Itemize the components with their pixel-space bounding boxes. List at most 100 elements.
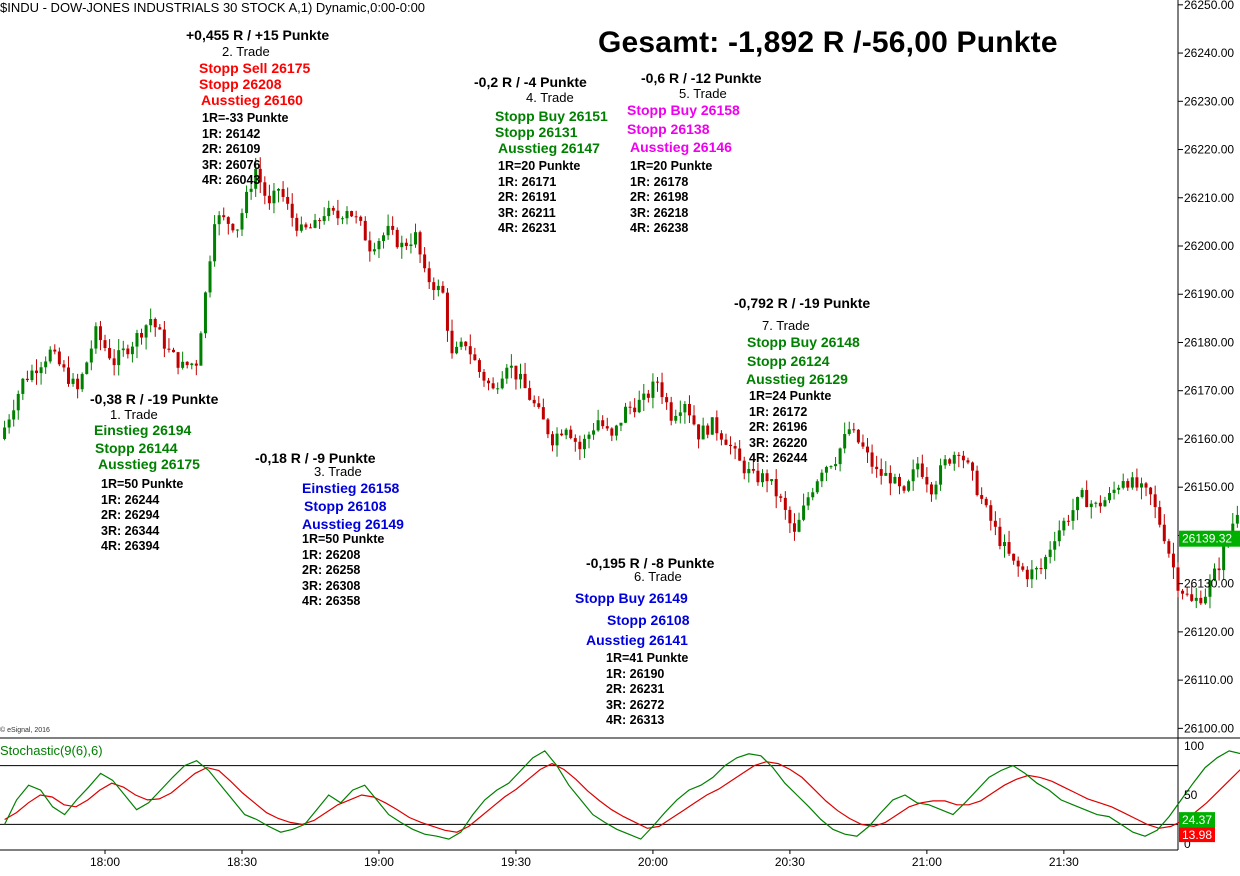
candle-down bbox=[53, 349, 57, 352]
price-tick-label: 26150.00 bbox=[1184, 480, 1234, 494]
candle-down bbox=[697, 424, 701, 440]
candle-up bbox=[1208, 580, 1212, 597]
candle-down bbox=[57, 351, 61, 365]
candle-down bbox=[112, 358, 116, 366]
candle-down bbox=[359, 216, 363, 221]
stoch-k-tag bbox=[1179, 812, 1215, 828]
price-tick-label: 26240.00 bbox=[1184, 46, 1234, 60]
candle-down bbox=[925, 476, 929, 485]
candle-down bbox=[336, 210, 340, 219]
candle-down bbox=[514, 365, 518, 380]
candle-up bbox=[884, 472, 888, 476]
order-exit: Ausstieg 26146 bbox=[630, 139, 732, 155]
candle-down bbox=[765, 473, 769, 482]
total-result: Gesamt: -1,892 R /-56,00 Punkte bbox=[598, 26, 1058, 59]
stochastic-title: Stochastic(9(6),6) bbox=[0, 743, 103, 758]
order-stop: Stopp 26108 bbox=[304, 498, 387, 514]
candle-down bbox=[267, 195, 271, 204]
trade-3: -0,18 R / -9 Punkte 3. Trade Einstieg 26… bbox=[255, 451, 404, 611]
candle-down bbox=[1025, 569, 1029, 580]
r-level-2: 2R: 26231 bbox=[606, 682, 665, 696]
candle-up bbox=[48, 349, 52, 362]
stoch-d-line bbox=[4, 761, 1240, 833]
candle-down bbox=[103, 340, 107, 349]
candle-up bbox=[1048, 549, 1052, 557]
candle-up bbox=[1235, 514, 1239, 524]
r-level-4: 4R: 26043 bbox=[202, 173, 261, 187]
candle-up bbox=[824, 466, 828, 473]
candle-up bbox=[249, 188, 253, 192]
r-level-3: 3R: 26272 bbox=[606, 697, 665, 712]
candle-up bbox=[181, 361, 185, 368]
r-levels: 1R=50 Punkte 1R: 26244 2R: 26294 3R: 263… bbox=[101, 478, 218, 553]
candle-down bbox=[779, 496, 783, 498]
candle-down bbox=[920, 463, 924, 477]
time-tick-label: 20:30 bbox=[775, 855, 805, 869]
candle-up bbox=[409, 244, 413, 247]
candle-down bbox=[66, 367, 70, 384]
candle-down bbox=[226, 217, 230, 224]
candle-up bbox=[1044, 556, 1048, 570]
candle-down bbox=[875, 466, 879, 470]
candle-up bbox=[340, 218, 344, 220]
candle-up bbox=[847, 429, 851, 435]
candle-up bbox=[1121, 481, 1125, 488]
candle-down bbox=[993, 520, 997, 527]
candle-down bbox=[395, 229, 399, 248]
chart-frame bbox=[0, 0, 1240, 851]
trade-result: -0,2 R / -4 Punkte bbox=[474, 74, 587, 90]
candle-up bbox=[834, 464, 838, 467]
candle-down bbox=[573, 438, 577, 442]
candle-down bbox=[1167, 541, 1171, 554]
candle-up bbox=[911, 469, 915, 482]
order-entry: Stopp Buy 26151 bbox=[495, 108, 608, 124]
candle-up bbox=[1071, 510, 1075, 521]
price-tick-label: 26190.00 bbox=[1184, 287, 1234, 301]
candle-down bbox=[286, 196, 290, 204]
candle-down bbox=[172, 349, 176, 353]
candle-up bbox=[400, 242, 404, 248]
candle-down bbox=[729, 444, 733, 447]
candle-up bbox=[651, 381, 655, 398]
order-entry: Stopp Sell 26175 bbox=[199, 60, 311, 76]
candle-up bbox=[797, 519, 801, 532]
candle-up bbox=[144, 325, 148, 338]
order-exit: Ausstieg 26160 bbox=[201, 92, 303, 108]
candle-down bbox=[1007, 542, 1011, 554]
esignal-credit: © eSignal, 2016 bbox=[0, 727, 50, 734]
order-stop: Stopp 26208 bbox=[199, 76, 282, 92]
stoch-tick-label: 100 bbox=[1184, 739, 1204, 753]
candle-up bbox=[217, 215, 221, 225]
trade-4: -0,2 R / -4 Punkte 4. Trade Stopp Buy 26… bbox=[474, 75, 608, 238]
r-levels: 1R=41 Punkte 1R: 26190 2R: 26231 3R: 262… bbox=[606, 652, 714, 727]
candle-up bbox=[934, 484, 938, 495]
chart-title: $INDU - DOW-JONES INDUSTRIALS 30 STOCK A… bbox=[0, 0, 426, 15]
r-levels: 1R=-33 Punkte 1R: 26142 2R: 26109 3R: 26… bbox=[202, 112, 329, 187]
candle-up bbox=[678, 412, 682, 416]
candle-down bbox=[975, 470, 979, 496]
candle-down bbox=[176, 352, 180, 368]
trade-7: -0,792 R / -19 Punkte 7. Trade Stopp Buy… bbox=[734, 296, 870, 468]
order-entry: Einstieg 26194 bbox=[94, 422, 192, 438]
candle-down bbox=[879, 469, 883, 476]
candle-up bbox=[254, 168, 258, 189]
candle-down bbox=[418, 232, 422, 255]
candle-down bbox=[628, 406, 632, 408]
candle-up bbox=[21, 378, 25, 394]
candle-up bbox=[327, 207, 331, 217]
candle-down bbox=[550, 434, 554, 446]
candle-down bbox=[487, 380, 491, 384]
candle-down bbox=[162, 329, 166, 349]
candle-up bbox=[199, 333, 203, 366]
candle-up bbox=[7, 419, 11, 428]
candle-up bbox=[1034, 568, 1038, 570]
candle-up bbox=[1222, 545, 1226, 571]
candle-down bbox=[687, 403, 691, 416]
candle-up bbox=[587, 434, 591, 439]
candle-down bbox=[783, 497, 787, 510]
candle-up bbox=[89, 348, 93, 363]
candle-up bbox=[770, 479, 774, 482]
order-entry: Stopp Buy 26149 bbox=[575, 590, 688, 606]
candle-up bbox=[235, 229, 239, 231]
candle-down bbox=[610, 428, 614, 436]
